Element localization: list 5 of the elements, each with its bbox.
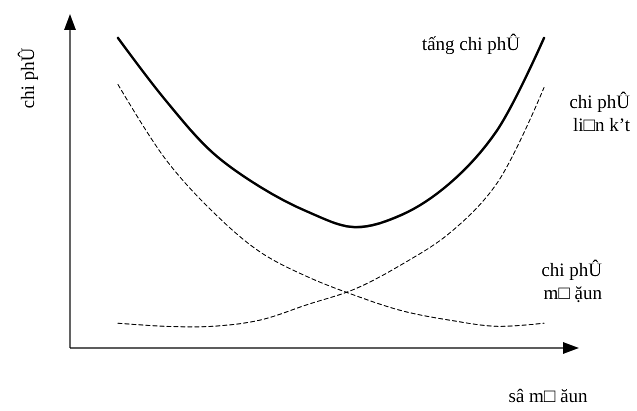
y-axis-title: chi phÛ bbox=[17, 47, 39, 108]
series-label: tấng chi phÛ bbox=[422, 33, 520, 55]
series-label: chi phÛ li□n k’t bbox=[569, 91, 631, 136]
series-label: chi phÛ m□ ặun bbox=[541, 259, 602, 304]
x-axis-title: sâ m□ ăun bbox=[508, 386, 588, 407]
